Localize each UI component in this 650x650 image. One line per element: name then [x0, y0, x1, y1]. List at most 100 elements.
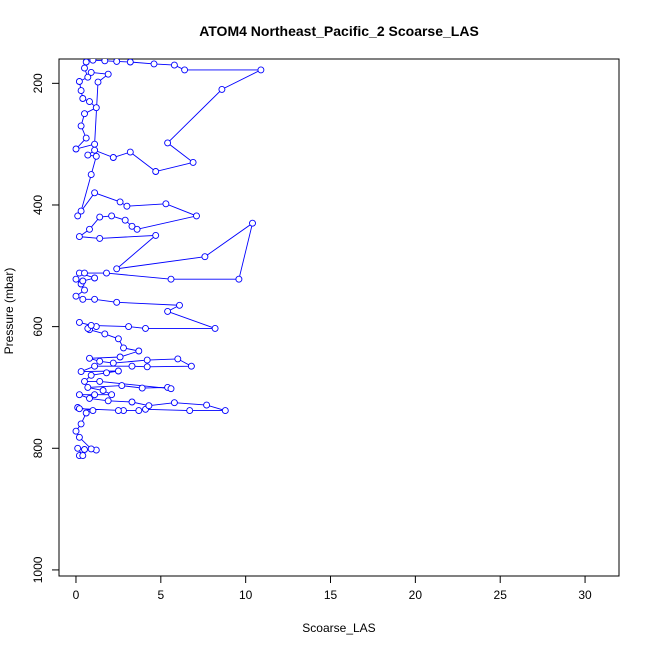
data-point [84, 73, 92, 81]
data-point [91, 391, 99, 399]
x-tick-label: 25 [494, 588, 508, 602]
data-point [167, 275, 175, 283]
data-point [121, 216, 129, 224]
x-tick-label: 20 [409, 588, 423, 602]
data-point [81, 377, 88, 385]
data-point [170, 399, 178, 407]
data-point [77, 207, 85, 215]
data-point [193, 212, 200, 220]
data-point [150, 60, 158, 68]
data-point [152, 231, 160, 239]
data-point [87, 171, 95, 179]
data-point [91, 140, 99, 148]
data-point [108, 212, 116, 220]
data-point [81, 269, 88, 277]
data-point [87, 445, 95, 453]
data-point [75, 78, 83, 85]
data-point [81, 286, 88, 294]
data-point [96, 377, 104, 385]
x-tick-label: 10 [239, 588, 253, 602]
data-point [128, 222, 136, 230]
data-point [211, 324, 219, 332]
y-tick-label: 600 [31, 316, 45, 336]
x-axis: 0 5 10 15 20 25 30 [73, 575, 592, 602]
data-point [81, 64, 88, 72]
data-point [104, 397, 112, 405]
data-point [170, 61, 178, 69]
data-point [79, 452, 87, 460]
x-tick-label: 15 [324, 588, 338, 602]
y-tick-label: 200 [31, 73, 45, 93]
data-point [79, 95, 87, 102]
data-point [128, 398, 136, 406]
data-point [133, 225, 141, 233]
data-point [186, 407, 194, 415]
data-point [113, 59, 121, 65]
chart-title: ATOM4 Northeast_Pacific_2 Scoarse_LAS [199, 23, 479, 39]
x-tick-label: 30 [578, 588, 592, 602]
data-point [86, 98, 93, 106]
data-point [113, 265, 121, 273]
data-point [75, 405, 83, 413]
data-point [91, 189, 99, 197]
data-point [94, 78, 102, 86]
data-point [96, 357, 104, 365]
data-point [75, 233, 83, 241]
y-axis: 200 400 600 800 1000 [31, 73, 60, 583]
data-point [101, 330, 109, 338]
data-point [109, 359, 117, 367]
data-point [72, 145, 80, 153]
data-point [75, 391, 83, 399]
x-tick-label: 0 [73, 588, 80, 602]
series-line [74, 59, 262, 457]
data-point [77, 122, 85, 130]
data-point [91, 295, 99, 303]
data-point [96, 213, 104, 221]
data-point [86, 225, 93, 233]
data-point [108, 391, 116, 399]
data-point [87, 371, 95, 379]
data-point [201, 253, 209, 261]
y-axis-label: Pressure (mbar) [2, 268, 16, 355]
data-point [101, 59, 109, 65]
data-point [81, 446, 88, 453]
data-point [91, 362, 99, 370]
data-point [75, 433, 83, 441]
data-point [104, 70, 112, 78]
data-point [164, 307, 172, 315]
data-point [87, 321, 95, 329]
data-point [221, 407, 229, 415]
data-point [142, 324, 149, 332]
data-point [126, 59, 134, 66]
data-point [86, 394, 93, 402]
data-point [114, 407, 122, 415]
data-point [135, 407, 143, 415]
data-point [84, 151, 92, 159]
data-point [103, 369, 110, 377]
data-point [167, 385, 175, 393]
plot-frame [58, 58, 620, 577]
data-point [77, 420, 85, 428]
data-point [181, 66, 189, 74]
data-point [86, 354, 93, 362]
data-point [203, 401, 211, 409]
data-point [74, 444, 82, 452]
data-point [145, 402, 153, 410]
data-point [164, 139, 172, 147]
data-point [91, 146, 99, 154]
data-point [99, 387, 107, 394]
data-point [120, 344, 127, 352]
data-point [84, 383, 92, 391]
y-tick-label: 800 [31, 438, 45, 458]
data-point [143, 356, 151, 364]
data-point [72, 292, 80, 300]
data-point [152, 168, 160, 175]
data-point [118, 382, 126, 390]
data-point [103, 269, 110, 277]
data-point [82, 134, 90, 142]
data-point [81, 110, 88, 118]
data-point [109, 154, 117, 161]
data-point [114, 367, 122, 375]
data-point [87, 68, 95, 76]
